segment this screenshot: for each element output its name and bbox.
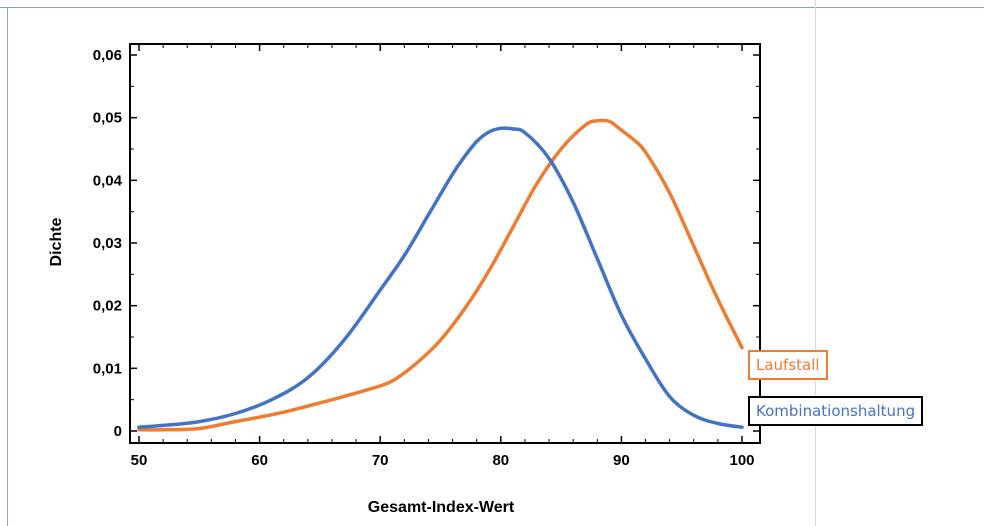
legend-label-kombinationshaltung: Kombinationshaltung xyxy=(748,396,924,426)
series-line-kombinationshaltung xyxy=(137,126,744,429)
x-tick-label: 70 xyxy=(372,452,389,469)
x-tick-label: 100 xyxy=(729,452,754,469)
x-axis-label: Gesamt-Index-Wert xyxy=(368,499,515,516)
series-line-laufstall xyxy=(137,118,744,432)
y-tick-label: 0,06 xyxy=(93,47,122,64)
x-tick-label: 60 xyxy=(251,452,268,469)
x-tick-label: 80 xyxy=(492,452,509,469)
frame-left-border xyxy=(7,7,8,526)
frame-top-border xyxy=(0,7,984,8)
y-tick-label: 0,02 xyxy=(93,298,122,315)
legend-label-laufstall: Laufstall xyxy=(748,350,828,380)
plot-frame xyxy=(129,43,761,444)
y-tick-label: 0,04 xyxy=(93,172,123,189)
y-axis-label: Dichte xyxy=(48,217,65,266)
x-tick-label: 50 xyxy=(131,452,148,469)
x-tick-label: 90 xyxy=(613,452,630,469)
frame-divider xyxy=(815,0,816,526)
y-tick-label: 0,01 xyxy=(93,360,122,377)
y-tick-label: 0,03 xyxy=(93,235,122,252)
y-tick-label: 0 xyxy=(114,423,122,440)
y-tick-label: 0,05 xyxy=(93,110,122,127)
